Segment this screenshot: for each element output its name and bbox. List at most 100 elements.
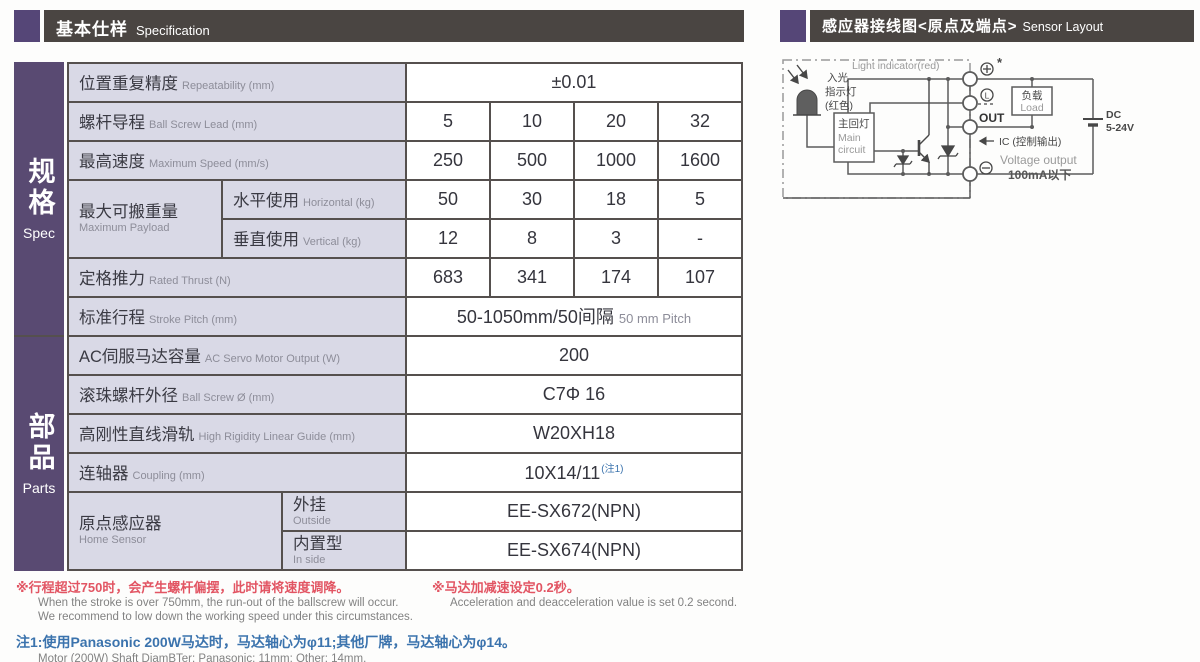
cell-value: 200 [405,334,743,376]
row-label-zh: AC伺服马达容量 [79,348,201,367]
cell-value: 174 [573,256,659,298]
section-spec-zh: 规格 [24,156,55,219]
cell-value: 12 [405,217,491,259]
main-circuit-box [833,112,875,163]
plus-terminal-icon [980,62,994,76]
row-label-zh: 最高速度 [79,153,145,172]
light-ray-arrow [796,64,808,80]
out-label: OUT [979,111,1005,125]
sensor-header-bar: 感应器接线图<原点及端点> Sensor Layout [810,10,1194,42]
ic-label: IC (控制输出) [999,135,1061,148]
cell-value: 5 [657,178,743,220]
row-label-en: Stroke Pitch (mm) [149,314,238,327]
asterisk-mark: * [997,55,1003,70]
row-label-en: Ball Screw Ø (mm) [182,392,275,405]
l-terminal-icon: L [978,88,994,105]
spec-table-block: 规格 Spec 部品 Parts 位置重复精度 Repeatability (mm… [14,62,743,572]
npn-transistor [917,79,930,174]
note-accel-en: Acceleration and deacceleration value is… [450,597,738,609]
section-parts-zh: 部品 [24,412,55,474]
row-label-zh: 外挂 [293,495,326,514]
cell-value: 20 [573,100,659,142]
note-stroke-warning-zh: ※行程超过750时，会产生螺杆偏摆，此时请将速度调降。 [16,580,350,595]
row-label-zh: 连轴器 [79,465,129,484]
note-motor-shaft-en: Motor (200W) Shaft DiamBTer: Panasonic: … [38,652,367,662]
group-label-en: Maximum Payload [79,222,170,235]
cell-value: 3 [573,217,659,259]
light-indicator-en: Light indicator(red) [852,60,940,72]
light-indicator-led [787,64,821,116]
cell-value: 32 [657,100,743,142]
purple-accent-square [780,10,806,42]
main-circuit-zh: 主回灯 [838,118,870,130]
cell-value: 50-1050mm/50间隔 [456,307,614,328]
spec-header: 基本仕样 Specification [14,10,744,42]
sensor-header-title-en: Sensor Layout [1022,20,1104,34]
spec-header-title-zh: 基本仕样 [56,20,128,39]
section-sidebar: 规格 Spec 部品 Parts [14,62,64,571]
sensor-header-title-zh: 感应器接线图<原点及端点> [822,18,1018,35]
row-label-zh: 内置型 [293,534,343,553]
cell-value: 10 [489,100,575,142]
light-indicator-zh1: 入光 [827,71,848,84]
cell-value: 30 [489,178,575,220]
light-indicator-zh3: (红色) [825,99,853,112]
row-label-en: High Rigidity Linear Guide (mm) [198,431,356,444]
note-motor-shaft-zh: 注1:使用Panasonic 200W马达时，马达轴心为φ11;其他厂牌，马达轴… [16,633,516,650]
sensor-boundary-box [782,59,971,199]
row-label-en: AC Servo Motor Output (W) [204,353,341,366]
group-label-en: Home Sensor [79,534,147,547]
zener-diode-right [937,145,959,160]
table-row: 标准行程 Stroke Pitch (mm) 50-1050mm/50间隔 50 m… [67,295,743,337]
section-label-parts: 部品 Parts [14,337,64,571]
row-label-zh: 垂直使用 [233,231,299,250]
cell-value: 107 [657,256,743,298]
cell-value: 10X14/11 [524,463,601,484]
section-divider [14,335,64,337]
purple-accent-square [14,10,40,42]
row-label-en: Repeatability (mm) [182,80,275,93]
table-row: 连轴器 Coupling (mm) 10X14/11(注1) [67,451,743,493]
table-row: 最大可搬重量 Maximum Payload 水平使用 Horizontal (k… [67,178,743,259]
note-stroke-warning-en1: When the stroke is over 750mm, the run-o… [38,597,399,609]
junction-dots [901,77,1034,176]
table-row: 滚珠螺杆外径 Ball Screw Ø (mm) C7Φ 16 [67,373,743,415]
main-circuit-en2: circuit [838,144,866,156]
table-row: 定格推力 Rated Thrust (N) 683 341 174 107 [67,256,743,298]
current-limit-label: 100mA以下 [1008,168,1071,182]
group-label-zh: 最大可搬重量 [79,203,178,222]
voltage-output-label: Voltage output [1000,153,1077,167]
section-spec-en: Spec [23,224,55,241]
specification-table: 位置重复精度 Repeatability (mm) ±0.01 螺杆导程 Ball … [67,62,743,572]
dc-voltage-label: 5-24V [1106,122,1134,134]
group-label-zh: 原点感应器 [79,515,162,534]
row-label-zh: 位置重复精度 [79,75,178,94]
cell-value: 1600 [657,139,743,181]
row-label-zh: 水平使用 [233,192,299,211]
section-parts-en: Parts [22,480,56,496]
row-label-zh: 滚珠螺杆外径 [79,387,178,406]
note-accel-zh: ※马达加减速设定0.2秒。 [432,580,580,595]
footnote-ref: (注1) [601,464,624,476]
cell-value: 5 [405,100,491,142]
row-label-zh: 定格推力 [79,270,145,289]
table-row: 内置型 In side EE-SX674(NPN) [68,529,743,572]
load-label-en: Load [1020,102,1044,114]
footnotes: ※行程超过750时，会产生螺杆偏摆，此时请将速度调降。 When the str… [16,577,776,662]
dc-label: DC [1106,109,1122,121]
cell-value: EE-SX674(NPN) [405,529,743,572]
svg-text:L: L [985,91,990,101]
dc-battery-icon [1083,118,1103,127]
row-label-en: Outside [293,514,331,527]
main-circuit-en1: Main [838,132,861,144]
spec-header-bar: 基本仕样 Specification [44,10,744,42]
table-row: 高刚性直线滑轨 High Rigidity Linear Guide (mm) W… [67,412,743,454]
table-row: 最高速度 Maximum Speed (mm/s) 250 500 1000 16… [67,139,743,181]
load-box [1011,86,1053,116]
cell-value-en: 50 mm Pitch [618,311,692,327]
cell-value: EE-SX672(NPN) [405,490,743,532]
cell-value: 50 [405,178,491,220]
cell-value: ±0.01 [405,62,743,103]
row-label-en: Vertical (kg) [303,236,362,249]
cell-value: 8 [489,217,575,259]
